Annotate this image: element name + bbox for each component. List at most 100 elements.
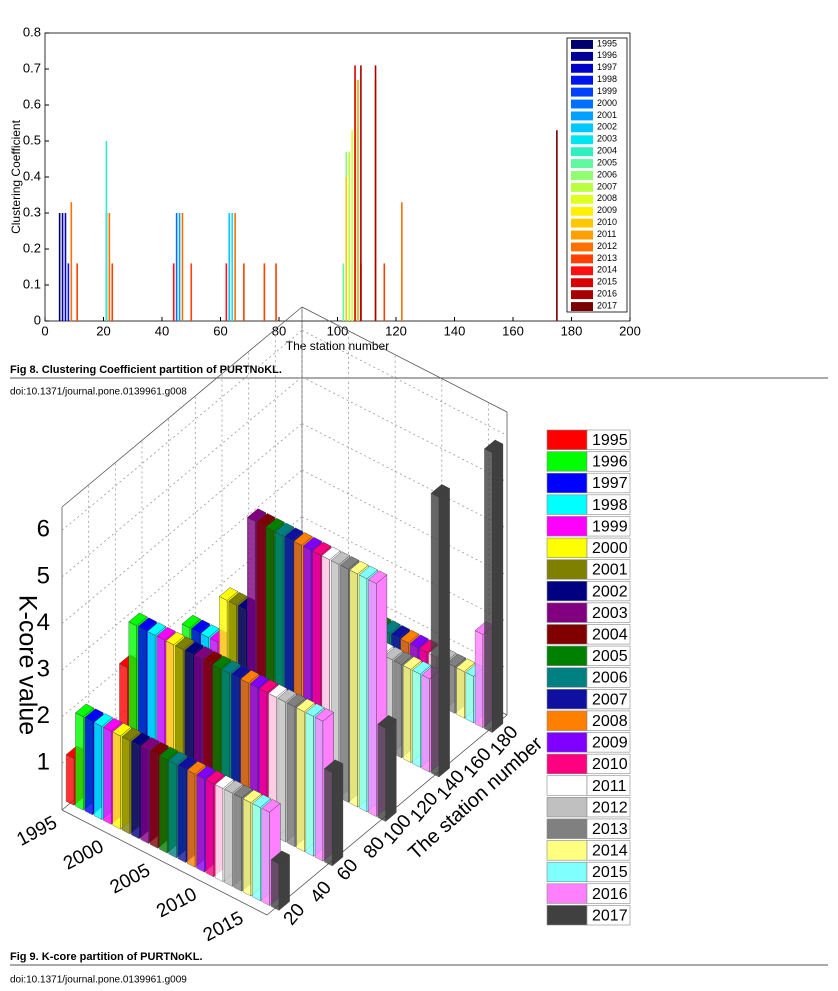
doi: doi:10.1371/journal.pone.0139961.g008 xyxy=(10,387,187,398)
legend-label: 2006 xyxy=(597,169,617,179)
legend-label: 2017 xyxy=(592,907,628,924)
bar-side xyxy=(75,712,84,811)
bar xyxy=(430,484,450,778)
bar xyxy=(64,213,67,321)
legend-swatch xyxy=(571,75,593,85)
legend-label: 2006 xyxy=(592,670,628,687)
legend-swatch xyxy=(546,451,588,472)
y-tick-label: 0.8 xyxy=(23,24,41,39)
bar-front xyxy=(385,718,397,822)
bar xyxy=(58,213,61,321)
bar xyxy=(374,65,377,322)
legend-cell xyxy=(586,775,631,796)
legend-swatch xyxy=(546,624,588,645)
legend-swatch xyxy=(571,123,593,133)
y-tick-label: 0.4 xyxy=(23,168,41,183)
bar xyxy=(263,263,266,321)
bar-side xyxy=(93,722,103,820)
bar xyxy=(172,263,175,321)
figure-caption: Fig 9. K-core partition of PURTNoKL. xyxy=(10,951,203,963)
legend-label: 2002 xyxy=(597,122,617,132)
z-tick-label: 5 xyxy=(37,562,50,589)
legend-label: 1995 xyxy=(597,38,617,48)
legend-cell xyxy=(586,559,631,580)
legend-cell xyxy=(586,602,631,623)
bar-side xyxy=(465,672,474,724)
legend-label: 2010 xyxy=(597,217,617,227)
bar-side xyxy=(168,760,177,859)
bar xyxy=(556,130,558,321)
bar xyxy=(70,202,73,321)
legend-label: 2015 xyxy=(592,864,628,881)
legend-label: 1997 xyxy=(592,475,628,492)
legend-swatch xyxy=(546,840,588,861)
bar-side xyxy=(484,448,493,733)
x-axis-label: The station number xyxy=(286,339,389,353)
bar-side xyxy=(270,859,280,911)
legend-cell xyxy=(586,710,631,731)
y-tick-label: 0.2 xyxy=(23,240,41,255)
legend-swatch xyxy=(546,905,588,926)
bar xyxy=(234,213,236,321)
legend-cell xyxy=(586,537,631,558)
bar xyxy=(360,65,362,322)
bar xyxy=(270,850,290,911)
axis-frame xyxy=(61,306,303,508)
bar xyxy=(354,65,356,322)
legend-swatch xyxy=(546,645,588,666)
legend-swatch xyxy=(546,775,588,796)
legend-cell xyxy=(586,472,631,494)
legend-label: 2013 xyxy=(592,821,628,838)
bar xyxy=(357,79,359,321)
legend-swatch xyxy=(546,818,588,839)
bar-side xyxy=(112,731,121,830)
bar xyxy=(61,213,64,321)
bar-side xyxy=(103,726,112,825)
bar-side xyxy=(377,723,386,822)
legend-cell xyxy=(586,797,631,818)
legend-swatch xyxy=(571,171,593,180)
legend-swatch xyxy=(546,883,588,904)
legend-swatch xyxy=(571,242,593,252)
legend-label: 2011 xyxy=(592,778,627,795)
legend-label: 2012 xyxy=(597,241,617,251)
legend-swatch xyxy=(571,159,593,169)
legend-label: 2004 xyxy=(592,627,628,644)
legend-cell xyxy=(586,580,631,602)
bar-front xyxy=(278,854,290,911)
grid-line xyxy=(301,423,508,529)
bar xyxy=(175,213,178,321)
bar-side xyxy=(324,768,333,867)
legend-swatch xyxy=(571,51,593,61)
legend-label: 2015 xyxy=(597,277,617,287)
grid-line xyxy=(61,330,303,531)
legend-swatch xyxy=(546,689,588,710)
bar-side xyxy=(402,665,412,764)
legend-cell xyxy=(586,753,631,775)
legend-label: 2001 xyxy=(592,562,628,579)
bar xyxy=(228,213,231,321)
legend-swatch xyxy=(546,732,588,753)
y-tick-label: 0.1 xyxy=(23,276,41,291)
bar-side xyxy=(412,669,421,768)
legend-label: 2009 xyxy=(592,735,628,752)
bar xyxy=(342,263,345,321)
bar-side xyxy=(349,569,358,808)
legend-swatch xyxy=(546,667,588,688)
bar-side xyxy=(121,736,131,835)
bar-front xyxy=(492,443,504,733)
legend-swatch xyxy=(571,230,593,240)
x-tick-label: 60 xyxy=(213,323,227,338)
legend-label: 2016 xyxy=(597,289,617,299)
legend-cell xyxy=(586,689,631,710)
bar-side xyxy=(131,741,140,840)
bar-side xyxy=(314,716,324,862)
x-tick-label: 200 xyxy=(619,323,641,338)
x-tick-label: 160 xyxy=(502,323,524,338)
legend-cell xyxy=(586,624,631,645)
legend-label: 2009 xyxy=(597,205,617,215)
legend-label: 1998 xyxy=(592,497,628,514)
bar xyxy=(484,439,504,733)
legend-label: 2016 xyxy=(592,886,628,903)
